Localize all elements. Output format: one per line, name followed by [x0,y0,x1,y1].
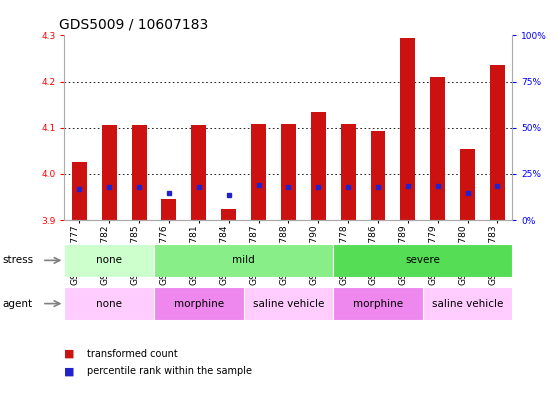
Bar [423,287,512,320]
Bar [400,38,416,220]
Bar [333,287,423,320]
Text: saline vehicle: saline vehicle [253,299,324,309]
Bar [64,287,154,320]
Bar [430,77,445,220]
Bar [161,199,176,220]
Bar [154,287,244,320]
Text: morphine: morphine [353,299,403,309]
Bar [244,287,333,320]
Text: ■: ■ [64,349,75,359]
Text: GDS5009 / 10607183: GDS5009 / 10607183 [59,18,208,32]
Bar [340,124,356,220]
Bar [72,162,87,220]
Bar [460,149,475,220]
Bar [102,125,116,220]
Text: ■: ■ [64,366,75,376]
Bar [490,65,505,220]
Bar [132,125,147,220]
Bar [192,125,206,220]
Text: stress: stress [3,255,34,265]
Bar [371,131,385,220]
Text: transformed count: transformed count [87,349,178,359]
Bar [251,124,266,220]
Bar [64,244,154,277]
Text: mild: mild [232,255,255,265]
Text: saline vehicle: saline vehicle [432,299,503,309]
Bar [154,244,333,277]
Text: none: none [96,299,122,309]
Bar [221,209,236,220]
Bar [281,124,296,220]
Bar [333,244,512,277]
Text: percentile rank within the sample: percentile rank within the sample [87,366,252,376]
Text: morphine: morphine [174,299,224,309]
Text: severe: severe [405,255,440,265]
Bar [311,112,326,220]
Text: none: none [96,255,122,265]
Text: agent: agent [3,299,33,309]
